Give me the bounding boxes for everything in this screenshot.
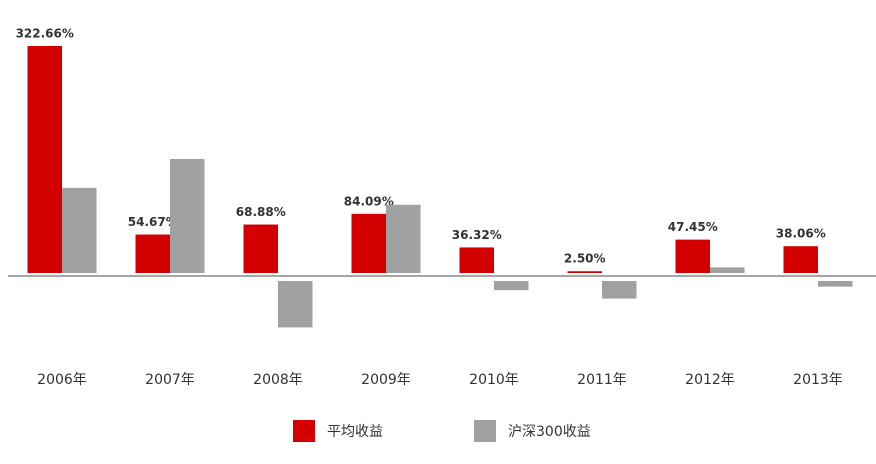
x-tick-label: 2011年	[577, 372, 627, 388]
x-tick-label: 2008年	[253, 372, 303, 388]
legend-swatch	[293, 420, 315, 442]
bar	[675, 239, 710, 273]
value-label: 84.09%	[344, 194, 394, 208]
x-tick-label: 2013年	[793, 372, 843, 388]
x-tick-label: 2006年	[37, 372, 87, 388]
bar	[783, 246, 818, 273]
bar	[494, 281, 529, 291]
legend-swatch	[474, 420, 496, 442]
bar	[818, 281, 853, 287]
x-tick-label: 2009年	[361, 372, 411, 388]
bar	[459, 247, 494, 273]
bar	[62, 187, 97, 273]
bar	[351, 213, 386, 273]
x-tick-label: 2012年	[685, 372, 735, 388]
bar	[170, 159, 205, 273]
value-label: 36.32%	[452, 228, 502, 242]
bar	[386, 204, 421, 273]
bar	[602, 281, 637, 299]
bar	[710, 267, 745, 273]
bar	[135, 234, 170, 273]
legend-label: 平均收益	[327, 424, 383, 440]
value-label: 47.45%	[668, 220, 718, 234]
bar	[567, 271, 602, 273]
value-label: 322.66%	[16, 27, 74, 41]
x-tick-label: 2007年	[145, 372, 195, 388]
value-label: 54.67%	[128, 215, 178, 229]
value-label: 38.06%	[776, 227, 826, 241]
x-tick-label: 2010年	[469, 372, 519, 388]
value-label: 2.50%	[564, 252, 606, 266]
bar	[243, 224, 278, 273]
bar	[27, 46, 62, 273]
legend-label: 沪深300收益	[508, 424, 591, 440]
value-label: 68.88%	[236, 205, 286, 219]
bar	[278, 281, 313, 328]
